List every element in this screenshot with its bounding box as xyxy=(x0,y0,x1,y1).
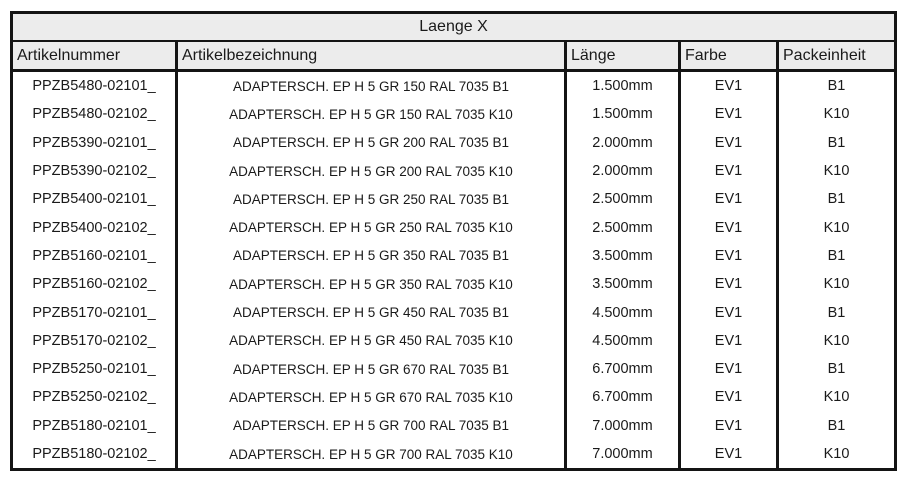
table-row: PPZB5180-02101_ ADAPTERSCH. EP H 5 GR 70… xyxy=(10,411,898,440)
cell-artikelnummer: PPZB5170-02102_ xyxy=(10,326,178,355)
cell-artikelnummer: PPZB5180-02102_ xyxy=(10,439,178,472)
table-row: PPZB5160-02102_ ADAPTERSCH. EP H 5 GR 35… xyxy=(10,270,898,299)
cell-laenge: 2.000mm xyxy=(564,128,681,157)
cell-artikelnummer: PPZB5250-02102_ xyxy=(10,383,178,412)
document-page: Laenge X Artikelnummer Artikelbezeichnun… xyxy=(9,11,898,472)
cell-laenge: 1.500mm xyxy=(564,70,681,101)
cell-artikelnummer: PPZB5160-02101_ xyxy=(10,241,178,271)
cell-packeinheit: K10 xyxy=(775,326,898,355)
cell-artikelnummer: PPZB5180-02101_ xyxy=(10,411,178,440)
cell-farbe: EV1 xyxy=(678,326,779,355)
cell-packeinheit: B1 xyxy=(775,241,898,271)
cell-laenge: 1.500mm xyxy=(564,100,681,129)
cell-farbe: EV1 xyxy=(678,156,779,186)
column-header-artikelbezeichnung: Artikelbezeichnung xyxy=(175,41,567,72)
cell-artikelbezeichnung: ADAPTERSCH. EP H 5 GR 670 RAL 7035 B1 xyxy=(175,354,567,384)
cell-laenge: 2.500mm xyxy=(564,185,681,214)
table-row: PPZB5250-02101_ ADAPTERSCH. EP H 5 GR 67… xyxy=(10,354,898,384)
cell-packeinheit: B1 xyxy=(775,298,898,327)
table-row: PPZB5160-02101_ ADAPTERSCH. EP H 5 GR 35… xyxy=(10,241,898,271)
cell-artikelbezeichnung: ADAPTERSCH. EP H 5 GR 200 RAL 7035 B1 xyxy=(175,128,567,157)
cell-artikelnummer: PPZB5480-02102_ xyxy=(10,100,178,129)
column-header-packeinheit: Packeinheit xyxy=(775,41,898,72)
cell-packeinheit: B1 xyxy=(775,411,898,440)
cell-farbe: EV1 xyxy=(678,411,779,440)
table-row: PPZB5400-02101_ ADAPTERSCH. EP H 5 GR 25… xyxy=(10,185,898,214)
cell-farbe: EV1 xyxy=(678,213,779,242)
cell-farbe: EV1 xyxy=(678,241,779,271)
table-row: PPZB5480-02101_ ADAPTERSCH. EP H 5 GR 15… xyxy=(10,70,898,101)
cell-farbe: EV1 xyxy=(678,439,779,472)
cell-artikelbezeichnung: ADAPTERSCH. EP H 5 GR 200 RAL 7035 K10 xyxy=(175,156,567,186)
cell-farbe: EV1 xyxy=(678,70,779,101)
column-header-artikelnummer: Artikelnummer xyxy=(10,41,178,72)
cell-artikelnummer: PPZB5250-02101_ xyxy=(10,354,178,384)
table-header-row: Artikelnummer Artikelbezeichnung Länge F… xyxy=(10,41,898,72)
cell-packeinheit: B1 xyxy=(775,185,898,214)
cell-farbe: EV1 xyxy=(678,185,779,214)
cell-artikelnummer: PPZB5480-02101_ xyxy=(10,70,178,101)
cell-artikelnummer: PPZB5400-02102_ xyxy=(10,213,178,242)
cell-laenge: 7.000mm xyxy=(564,439,681,472)
table-row: PPZB5180-02102_ ADAPTERSCH. EP H 5 GR 70… xyxy=(10,439,898,472)
cell-artikelnummer: PPZB5390-02102_ xyxy=(10,156,178,186)
table-row: PPZB5400-02102_ ADAPTERSCH. EP H 5 GR 25… xyxy=(10,213,898,242)
cell-laenge: 6.700mm xyxy=(564,383,681,412)
cell-packeinheit: B1 xyxy=(775,354,898,384)
table-body: PPZB5480-02101_ ADAPTERSCH. EP H 5 GR 15… xyxy=(10,70,898,472)
cell-artikelnummer: PPZB5400-02101_ xyxy=(10,185,178,214)
cell-artikelbezeichnung: ADAPTERSCH. EP H 5 GR 700 RAL 7035 B1 xyxy=(175,411,567,440)
cell-artikelbezeichnung: ADAPTERSCH. EP H 5 GR 150 RAL 7035 B1 xyxy=(175,70,567,101)
cell-farbe: EV1 xyxy=(678,270,779,299)
cell-farbe: EV1 xyxy=(678,354,779,384)
cell-artikelnummer: PPZB5160-02102_ xyxy=(10,270,178,299)
table-row: PPZB5250-02102_ ADAPTERSCH. EP H 5 GR 67… xyxy=(10,383,898,412)
table-title-row: Laenge X xyxy=(9,11,898,42)
cell-packeinheit: K10 xyxy=(775,439,898,472)
cell-laenge: 4.500mm xyxy=(564,298,681,327)
cell-farbe: EV1 xyxy=(678,383,779,412)
cell-packeinheit: K10 xyxy=(775,213,898,242)
cell-laenge: 2.000mm xyxy=(564,156,681,186)
table-row: PPZB5170-02102_ ADAPTERSCH. EP H 5 GR 45… xyxy=(10,326,898,355)
cell-laenge: 2.500mm xyxy=(564,213,681,242)
cell-laenge: 3.500mm xyxy=(564,270,681,299)
cell-farbe: EV1 xyxy=(678,100,779,129)
cell-packeinheit: K10 xyxy=(775,270,898,299)
cell-laenge: 6.700mm xyxy=(564,354,681,384)
cell-packeinheit: B1 xyxy=(775,70,898,101)
cell-packeinheit: B1 xyxy=(775,128,898,157)
cell-farbe: EV1 xyxy=(678,298,779,327)
cell-artikelbezeichnung: ADAPTERSCH. EP H 5 GR 450 RAL 7035 B1 xyxy=(175,298,567,327)
cell-laenge: 7.000mm xyxy=(564,411,681,440)
cell-farbe: EV1 xyxy=(678,128,779,157)
cell-artikelbezeichnung: ADAPTERSCH. EP H 5 GR 700 RAL 7035 K10 xyxy=(175,439,567,472)
cell-artikelbezeichnung: ADAPTERSCH. EP H 5 GR 350 RAL 7035 K10 xyxy=(175,270,567,299)
table-title: Laenge X xyxy=(9,11,898,42)
article-table: Laenge X Artikelnummer Artikelbezeichnun… xyxy=(9,11,898,472)
cell-artikelbezeichnung: ADAPTERSCH. EP H 5 GR 250 RAL 7035 K10 xyxy=(175,213,567,242)
table-row: PPZB5170-02101_ ADAPTERSCH. EP H 5 GR 45… xyxy=(10,298,898,327)
table-row: PPZB5390-02102_ ADAPTERSCH. EP H 5 GR 20… xyxy=(10,156,898,186)
column-header-laenge: Länge xyxy=(564,41,681,72)
table-row: PPZB5390-02101_ ADAPTERSCH. EP H 5 GR 20… xyxy=(10,128,898,157)
table-row: PPZB5480-02102_ ADAPTERSCH. EP H 5 GR 15… xyxy=(10,100,898,129)
cell-artikelbezeichnung: ADAPTERSCH. EP H 5 GR 450 RAL 7035 K10 xyxy=(175,326,567,355)
cell-packeinheit: K10 xyxy=(775,383,898,412)
cell-laenge: 3.500mm xyxy=(564,241,681,271)
cell-packeinheit: K10 xyxy=(775,156,898,186)
cell-artikelbezeichnung: ADAPTERSCH. EP H 5 GR 250 RAL 7035 B1 xyxy=(175,185,567,214)
column-header-farbe: Farbe xyxy=(678,41,779,72)
cell-artikelnummer: PPZB5170-02101_ xyxy=(10,298,178,327)
cell-artikelbezeichnung: ADAPTERSCH. EP H 5 GR 670 RAL 7035 K10 xyxy=(175,383,567,412)
cell-artikelbezeichnung: ADAPTERSCH. EP H 5 GR 150 RAL 7035 K10 xyxy=(175,100,567,129)
cell-artikelbezeichnung: ADAPTERSCH. EP H 5 GR 350 RAL 7035 B1 xyxy=(175,241,567,271)
cell-artikelnummer: PPZB5390-02101_ xyxy=(10,128,178,157)
cell-laenge: 4.500mm xyxy=(564,326,681,355)
cell-packeinheit: K10 xyxy=(775,100,898,129)
